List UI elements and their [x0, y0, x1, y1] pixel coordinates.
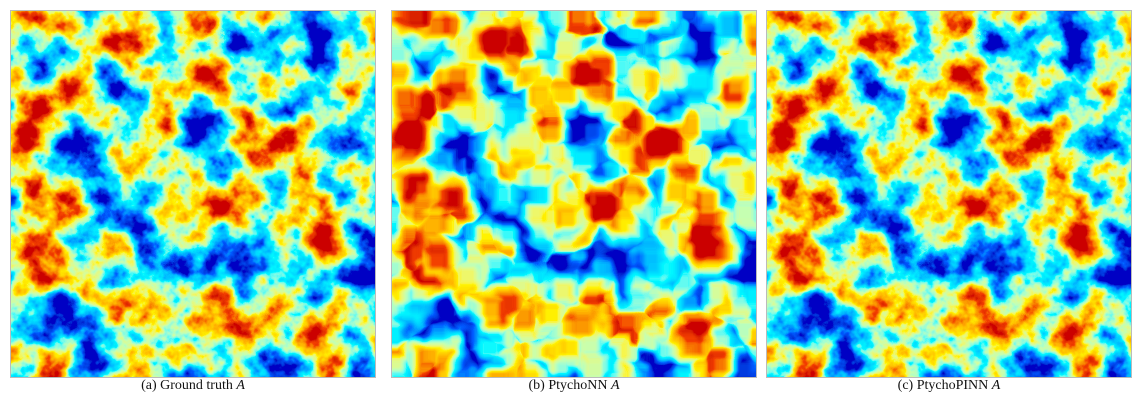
caption-symbol: A: [610, 378, 620, 393]
amplitude-image: [10, 10, 376, 378]
amplitude-image: [391, 10, 757, 378]
panel: [766, 10, 1132, 378]
amplitude-image: [766, 10, 1132, 378]
caption-symbol: A: [991, 378, 1001, 393]
caption-text: (c) PtychoPINN: [897, 378, 989, 393]
caption: (a) Ground truth A: [10, 378, 376, 394]
panel: [391, 10, 757, 378]
caption-text: (a) Ground truth: [141, 378, 233, 393]
caption: (b) PtychoNN A: [391, 378, 757, 394]
caption: (c) PtychoPINN A: [766, 378, 1132, 394]
caption-symbol: A: [236, 378, 245, 393]
caption-text: (b) PtychoNN: [528, 378, 608, 393]
panel: [10, 10, 376, 378]
